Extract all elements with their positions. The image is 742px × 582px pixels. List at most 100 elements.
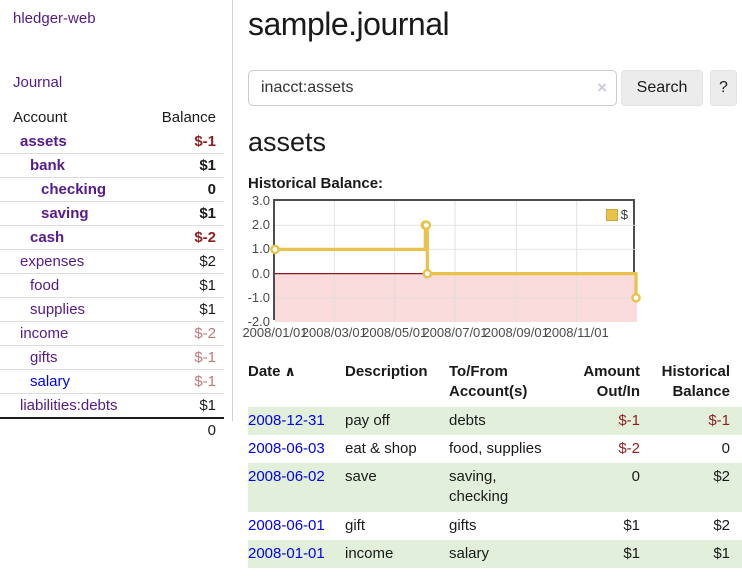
accounts-column-header: To/From Account(s) [449,363,528,401]
y-axis-tick-label: 2.0 [251,217,270,233]
chart-title: Historical Balance: [248,175,384,192]
account-heading: assets [248,127,327,157]
account-link-saving[interactable]: saving [41,205,89,222]
account-link-expenses[interactable]: expenses [20,253,85,270]
transaction-accounts: salary [449,544,490,562]
account-column-header: Account [13,109,68,126]
chart-legend: $ [605,207,628,222]
account-link-gifts[interactable]: gifts [30,349,58,366]
transaction-date-link[interactable]: 2008-06-02 [248,468,325,485]
account-balance: $-2 [194,325,216,342]
account-row: cash $-2 [0,225,224,250]
transaction-description: gift [345,516,366,534]
account-balance: $1 [199,301,216,318]
account-row: checking 0 [0,177,224,202]
transaction-date-link[interactable]: 2008-06-03 [248,439,325,457]
data-point-marker [631,293,641,303]
register-row: 2008-06-02 save saving, checking 0 $2 [248,463,742,512]
account-balance: $-1 [194,133,216,150]
account-row: gifts $-1 [0,345,224,370]
y-axis-tick-label: 1.0 [251,241,270,257]
account-row: income $-2 [0,321,224,346]
legend-swatch-icon [605,208,618,221]
y-axis-tick-label: 3.0 [251,193,270,208]
account-balance: 0 [207,181,216,198]
transaction-description: pay off [345,411,390,429]
register-row: 2008-12-31 pay off debts $-1 $-1 [248,406,742,435]
transaction-description: income [345,544,394,562]
register-row: 2008-06-01 gift gifts $1 $2 [248,512,742,540]
account-row: saving $1 [0,201,224,226]
account-link-food[interactable]: food [30,277,60,294]
account-link-supplies[interactable]: supplies [30,301,86,318]
x-axis-tick-label: 2008/01/01 [242,325,308,340]
account-row: assets $-1 [0,130,224,154]
account-balance: $1 [199,397,216,414]
balance-column-header: Balance [161,109,216,126]
transaction-amount: $-2 [618,439,640,457]
legend-label: $ [620,207,628,222]
transaction-balance: $-1 [708,411,730,429]
transaction-balance: $1 [713,544,730,562]
chart-plot-area: $ [270,199,641,322]
account-balance: $-1 [194,373,216,390]
balance-column-header: Historical Balance [661,363,730,401]
transaction-description: save [345,468,377,485]
account-link-bank[interactable]: bank [30,157,66,174]
data-point-marker [422,268,433,279]
register-row: 2008-01-01 income salary $1 $1 [248,539,742,568]
sidebar-item-journal[interactable]: Journal [13,74,63,91]
accounts-total-value: 0 [207,422,216,439]
account-link-liabilities-debts[interactable]: liabilities:debts [20,397,118,414]
transaction-balance: $2 [713,468,730,485]
account-link-assets[interactable]: assets [20,133,67,150]
x-axis-tick-label: 2008/09/01 [483,325,549,340]
clear-search-icon[interactable]: × [597,78,607,97]
x-axis-tick-label: 2008/05/01 [362,325,428,340]
account-link-cash[interactable]: cash [30,229,65,246]
account-balance: $1 [199,205,216,222]
transaction-accounts: debts [449,411,486,429]
main-content: sample.journal × Search ? assets Histori… [242,0,742,568]
sidebar-divider [232,0,233,421]
historical-balance-chart: $ 3.0 2.0 1.0 0.0 -1.0 -2.0 2008/01/01 2008/03/… [242,193,742,344]
search-button[interactable]: Search [621,70,703,106]
transaction-description: eat & shop [345,439,417,457]
transaction-balance: $2 [713,516,730,534]
help-button[interactable]: ? [710,70,737,106]
account-link-income[interactable]: income [20,325,69,342]
account-link-salary[interactable]: salary [30,373,71,390]
account-row: bank $1 [0,153,224,178]
date-column-header[interactable]: Date ∧ [248,363,296,380]
account-balance: $1 [199,157,216,174]
data-point-marker [270,244,280,255]
account-row: food $1 [0,273,224,298]
search-box: × [248,70,617,106]
app-title-link[interactable]: hledger-web [13,10,96,27]
transaction-date-link[interactable]: 2008-06-01 [248,516,325,534]
y-axis-tick-label: 0.0 [251,265,270,281]
account-row: expenses $2 [0,249,224,274]
transaction-date-link[interactable]: 2008-12-31 [248,411,325,429]
account-balance: $2 [199,253,216,270]
y-axis-tick-label: -1.0 [247,289,270,305]
data-point-marker [421,220,432,231]
transaction-balance: 0 [721,439,730,457]
account-link-checking[interactable]: checking [41,181,107,198]
y-axis-tick-label: -2.0 [247,314,270,329]
transaction-amount: $1 [623,544,640,562]
transaction-amount: $-1 [618,411,640,429]
transaction-accounts: saving, checking [449,468,509,506]
transaction-accounts: food, supplies [449,439,542,457]
accounts-total-row: 0 [0,418,224,442]
search-input[interactable] [248,70,617,106]
transaction-accounts: gifts [449,516,477,534]
amount-column-header: Amount Out/In [583,363,640,401]
account-balance: $-2 [194,229,216,246]
account-balance: $1 [199,277,216,294]
transaction-date-link[interactable]: 2008-01-01 [248,544,325,562]
account-row: salary $-1 [0,369,224,394]
accounts-table: Account Balance assets $-1 bank $1 checking 0… [0,105,224,442]
register-table: Date ∧ Description To/From Account(s) Amo… [248,358,742,568]
transaction-amount: $1 [623,516,640,534]
